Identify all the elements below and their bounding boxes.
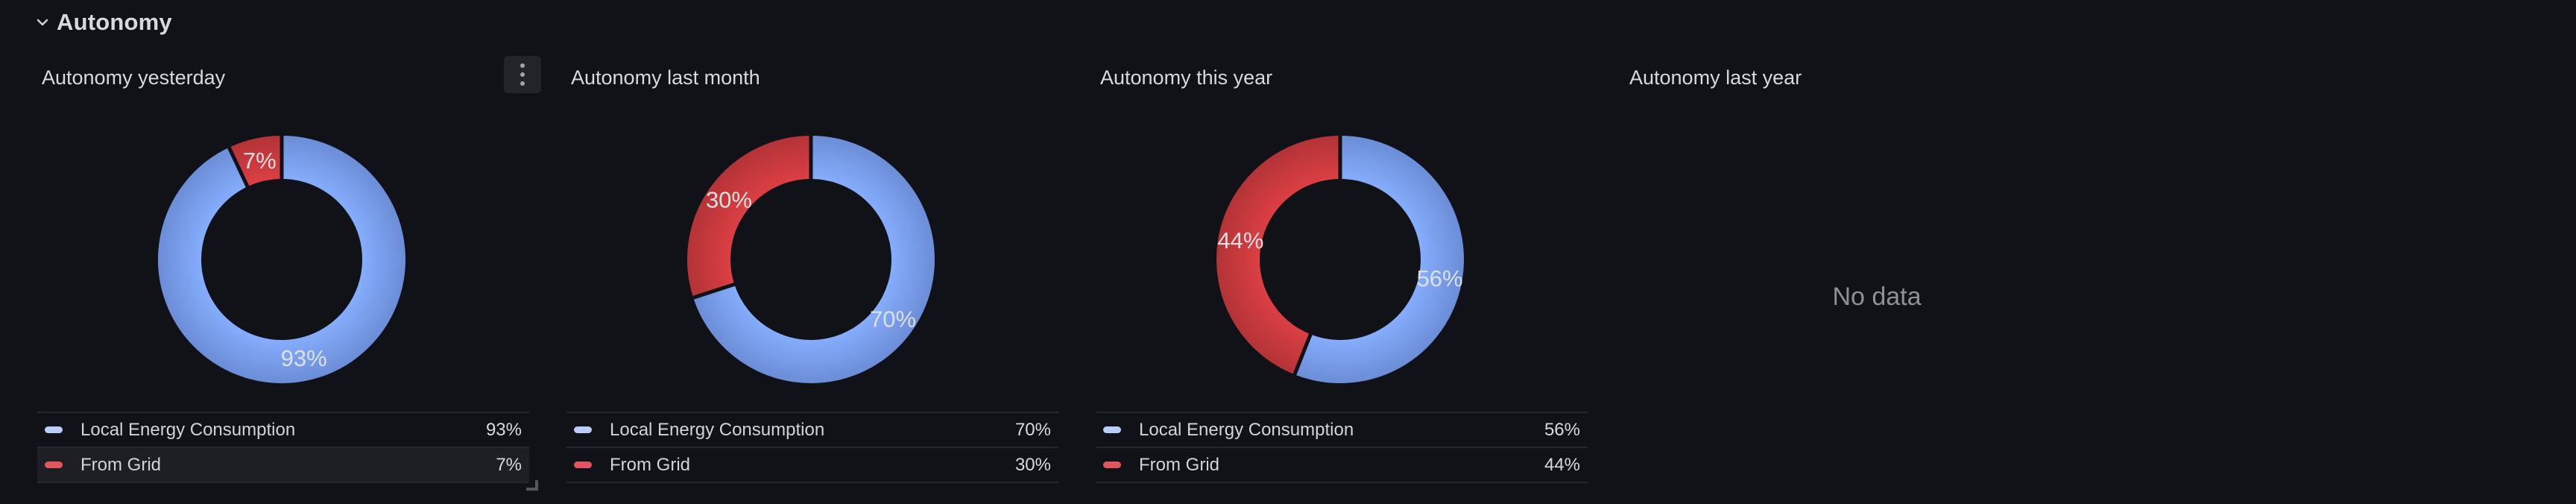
- legend-series-value: 30%: [1014, 454, 1051, 475]
- legend: Local Energy Consumption 56% From Grid 4…: [1096, 412, 1588, 483]
- donut-chart: 70% 30%: [687, 131, 935, 383]
- series-swatch: [45, 462, 63, 468]
- row-title: Autonomy: [57, 9, 172, 35]
- donut-slice-local-energy-consumption[interactable]: [1294, 136, 1464, 383]
- panel-autonomy-last-month: Autonomy last month 70% 30% Local Energy …: [565, 54, 1072, 497]
- donut-slice-local-energy-consumption[interactable]: [693, 136, 935, 383]
- slice-value-label: 56%: [1417, 265, 1463, 292]
- series-swatch: [1103, 426, 1121, 433]
- donut-chart: 93% 7%: [158, 131, 405, 383]
- legend-row[interactable]: Local Energy Consumption 56%: [1096, 413, 1588, 448]
- legend-series-label: From Grid: [80, 454, 161, 475]
- legend-row[interactable]: From Grid 30%: [566, 448, 1058, 483]
- legend-series-value: 93%: [485, 419, 522, 440]
- donut-slice-from-grid[interactable]: [229, 136, 282, 187]
- legend: Local Energy Consumption 70% From Grid 3…: [566, 412, 1058, 483]
- legend-row[interactable]: Local Energy Consumption 70%: [566, 413, 1058, 448]
- panel-title[interactable]: Autonomy last month: [571, 66, 760, 89]
- slice-value-label: 44%: [1217, 227, 1263, 253]
- legend-series-value: 70%: [1014, 419, 1051, 440]
- legend-series-label: From Grid: [1139, 454, 1219, 475]
- legend-series-label: Local Energy Consumption: [610, 419, 825, 440]
- legend-series-label: Local Energy Consumption: [80, 419, 296, 440]
- panel-title[interactable]: Autonomy last year: [1629, 66, 1802, 89]
- legend-row[interactable]: From Grid 44%: [1096, 448, 1588, 483]
- resize-corner-icon[interactable]: [526, 480, 538, 491]
- legend-series-label: From Grid: [610, 454, 690, 475]
- series-swatch: [574, 462, 592, 468]
- series-swatch: [45, 426, 63, 433]
- slice-value-label: 93%: [281, 345, 327, 371]
- panel-autonomy-this-year: Autonomy this year 56% 44% Local Energy C…: [1094, 54, 1601, 497]
- legend-series-label: Local Energy Consumption: [1139, 419, 1354, 440]
- panel-menu-button[interactable]: [504, 56, 541, 93]
- slice-separator: [225, 142, 251, 192]
- legend-series-value: 44%: [1544, 454, 1580, 475]
- slice-value-label: 70%: [870, 306, 916, 332]
- legend-series-value: 7%: [496, 454, 522, 475]
- slice-value-label: 30%: [706, 187, 752, 213]
- slice-separator: [688, 281, 739, 301]
- legend-row[interactable]: From Grid 7%: [37, 448, 529, 483]
- no-data-area: No data: [1623, 97, 2130, 497]
- donut-slice-local-energy-consumption[interactable]: [158, 136, 405, 383]
- kebab-menu-icon: [520, 63, 525, 86]
- slice-separator: [1291, 329, 1314, 379]
- donut-slice-from-grid[interactable]: [687, 136, 812, 298]
- chevron-down-icon: [36, 18, 49, 27]
- panel-title[interactable]: Autonomy this year: [1100, 66, 1273, 89]
- panel-autonomy-yesterday: Autonomy yesterday 93% 7% Local Energy Co…: [36, 54, 543, 497]
- legend-series-value: 56%: [1544, 419, 1580, 440]
- series-swatch: [1103, 462, 1121, 468]
- donut-chart: 56% 44%: [1216, 131, 1464, 383]
- donut-slice-from-grid[interactable]: [1216, 136, 1341, 375]
- legend-row[interactable]: Local Energy Consumption 93%: [37, 413, 529, 448]
- slice-value-label: 7%: [243, 148, 277, 174]
- series-swatch: [574, 426, 592, 433]
- panel-title[interactable]: Autonomy yesterday: [42, 66, 226, 89]
- legend: Local Energy Consumption 93% From Grid 7…: [37, 412, 529, 483]
- panel-autonomy-last-year: Autonomy last year No data: [1623, 54, 2130, 497]
- no-data-message: No data: [1832, 282, 1922, 311]
- row-header-autonomy[interactable]: Autonomy: [36, 9, 172, 36]
